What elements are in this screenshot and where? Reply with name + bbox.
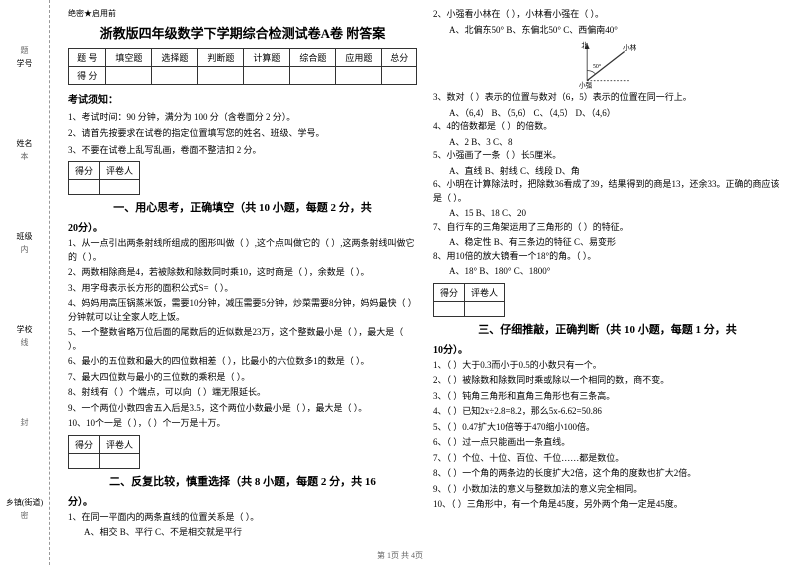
table-row: 题 号 填空题 选择题 判断题 计算题 综合题 应用题 总分 [69, 49, 417, 67]
options: A、2 B、3 C、8 [433, 136, 782, 150]
main-content: 绝密★启用前 浙教版四年级数学下学期综合检测试卷A卷 附答案 题 号 填空题 选… [50, 0, 800, 565]
question: 7、（ ）个位、十位、百位、千位……都是数位。 [433, 452, 782, 466]
grader-table: 得分评卷人 [433, 283, 505, 317]
options: A、北偏东50° B、东偏北50° C、西偏南40° [433, 24, 782, 38]
question: 7、自行车的三角架运用了三角形的（ ）的特征。 [433, 221, 782, 235]
margin-item: 姓名 本 [17, 138, 33, 162]
right-column: 2、小强看小林在（ ），小林看小强在（ ）。 A、北偏东50° B、东偏北50°… [425, 8, 790, 557]
margin-item: 班级 内 [17, 231, 33, 255]
question: 9、一个两位小数四舍五入后是3.5，这个两位小数最小是（ ），最大是（ ）。 [68, 402, 417, 416]
section3-tail: 10分）。 [433, 341, 782, 356]
options: A、稳定性 B、有三条边的特征 C、易变形 [433, 236, 782, 250]
question: 3、（ ）钝角三角形和直角三角形也有三条高。 [433, 390, 782, 404]
direction-diagram: 北 小林 小强 50° [573, 39, 643, 89]
question: 1、在同一平面内的两条直线的位置关系是（ ）。 [68, 511, 417, 525]
seal-mark: 封 [21, 417, 29, 428]
question: 8、（ ）一个角的两条边的长度扩大2倍，这个角的度数也扩大2倍。 [433, 467, 782, 481]
notice-list: 1、考试时间：90 分钟，满分为 100 分（含卷面分 2 分）。 2、请首先按… [68, 110, 417, 157]
grader-table: 得分评卷人 [68, 161, 140, 195]
angle-label: 50° [593, 63, 602, 70]
binding-margin: 题 学号 姓名 本 班级 内 学校 线 封 乡镇(街道) 密 [0, 0, 50, 565]
question: 6、小明在计算除法时，把除数36看成了39，结果得到的商是13，还余33。正确的… [433, 178, 782, 205]
section2-head: 二、反复比较，慎重选择（共 8 小题，每题 2 分，共 16 [68, 473, 417, 489]
xiaolin-label: 小林 [623, 43, 637, 52]
options: A、（6,4） B、（5,6） C、（4,5） D、（4,6） [433, 107, 782, 121]
margin-item: 封 [21, 417, 29, 428]
margin-item: 题 学号 [17, 45, 33, 69]
seal-mark: 密 [20, 510, 28, 521]
question: 3、用字母表示长方形的面积公式S=（ ）。 [68, 282, 417, 296]
secret-label: 绝密★启用前 [68, 8, 417, 19]
question: 2、（ ）被除数和除数同时乘或除以一个相同的数，商不变。 [433, 374, 782, 388]
north-label: 北 [581, 41, 588, 49]
question: 4、妈妈用高压锅蒸米饭，需要10分钟，减压需要5分钟，炒菜需要8分钟，妈妈最快（… [68, 297, 417, 324]
question: 7、最大四位数与最小的三位数的乘积是（ ）。 [68, 371, 417, 385]
question: 2、两数相除商是4，若被除数和除数同时乘10，这时商是（ ），余数是（ ）。 [68, 266, 417, 280]
question: 5、一个整数省略万位后面的尾数后的近似数是23万，这个整数最小是（ ），最大是（… [68, 326, 417, 353]
section3-head: 三、仔细推敲，正确判断（共 10 小题，每题 1 分，共 [433, 321, 782, 337]
question: 6、（ ）过一点只能画出一条直线。 [433, 436, 782, 450]
section1-head: 一、用心思考，正确填空（共 10 小题，每题 2 分，共 [68, 199, 417, 215]
options: A、18° B、180° C、1800° [433, 265, 782, 279]
score-table: 题 号 填空题 选择题 判断题 计算题 综合题 应用题 总分 得 分 [68, 48, 417, 85]
question: 3、数对（ ）表示的位置与数对（6，5）表示的位置在同一行上。 [433, 91, 782, 105]
exam-title: 浙教版四年级数学下学期综合检测试卷A卷 附答案 [68, 23, 417, 42]
margin-item: 学校 线 [17, 324, 33, 348]
notice-item: 1、考试时间：90 分钟，满分为 100 分（含卷面分 2 分）。 [68, 110, 417, 124]
page-footer: 第 1页 共 4页 [0, 550, 800, 561]
question: 4、4的倍数都是（ ）的倍数。 [433, 120, 782, 134]
section2-tail: 分）。 [68, 493, 417, 508]
question: 8、用10倍的放大镜看一个18°的角。（ ）。 [433, 250, 782, 264]
question: 2、小强看小林在（ ），小林看小强在（ ）。 [433, 8, 782, 22]
margin-item: 乡镇(街道) 密 [6, 497, 43, 521]
question: 6、最小的五位数和最大的四位数相差（ ），比最小的六位数多1的数是（ ）。 [68, 355, 417, 369]
question: 10、10个一是（ ），（ ）个一万是十万。 [68, 417, 417, 431]
question: 8、射线有（ ）个端点，可以向（ ）端无限延长。 [68, 386, 417, 400]
question: 4、（ ）已知2x÷2.8=8.2，那么5x-6.62=50.86 [433, 405, 782, 419]
grader-table: 得分评卷人 [68, 435, 140, 469]
xiaoqiang-label: 小强 [578, 80, 592, 89]
question: 1、从一点引出两条射线所组成的图形叫做（ ）,这个点叫做它的（ ）,这两条射线叫… [68, 237, 417, 264]
question: 10、（ ）三角形中，有一个角是45度，另外两个角一定是45度。 [433, 498, 782, 512]
question: 9、（ ）小数加法的意义与整数加法的意义完全相同。 [433, 483, 782, 497]
options: A、直线 B、射线 C、线段 D、角 [433, 165, 782, 179]
question: 5、小强画了一条（ ）长5厘米。 [433, 149, 782, 163]
question: 1、（ ）大于0.3而小于0.5的小数只有一个。 [433, 359, 782, 373]
seal-mark: 内 [21, 244, 29, 255]
notice-title: 考试须知： [68, 91, 417, 106]
question: 5、（ ）0.47扩大10倍等于470缩小100倍。 [433, 421, 782, 435]
left-column: 绝密★启用前 浙教版四年级数学下学期综合检测试卷A卷 附答案 题 号 填空题 选… [60, 8, 425, 557]
notice-item: 3、不要在试卷上乱写乱画，卷面不整洁扣 2 分。 [68, 143, 417, 157]
section1-tail: 20分）。 [68, 219, 417, 234]
notice-item: 2、请首先按要求在试卷的指定位置填写您的姓名、班级、学号。 [68, 126, 417, 140]
options: A、相交 B、平行 C、不是相交就是平行 [68, 526, 417, 540]
table-row: 得 分 [69, 67, 417, 85]
options: A、15 B、18 C、20 [433, 207, 782, 221]
seal-mark: 本 [21, 151, 29, 162]
seal-mark: 线 [21, 337, 29, 348]
seal-mark: 题 [21, 45, 29, 56]
